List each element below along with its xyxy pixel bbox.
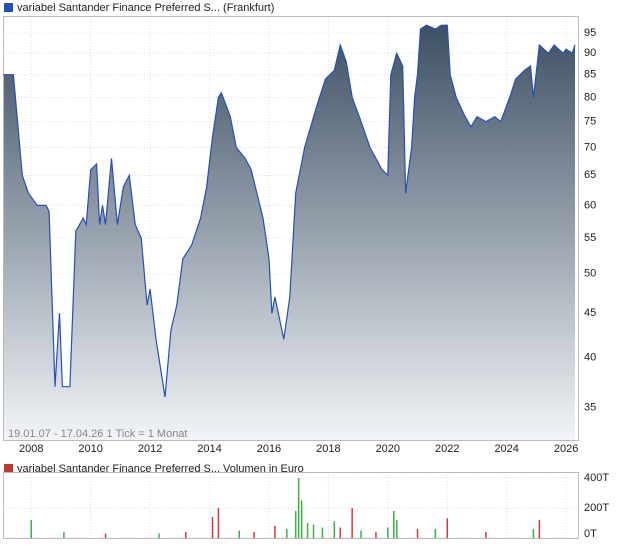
x-tick-label: 2022	[435, 443, 459, 455]
volume-bar	[375, 532, 377, 538]
volume-bar	[211, 517, 214, 538]
volume-bar	[312, 524, 315, 538]
x-tick-label: 2024	[494, 443, 518, 455]
volume-bar	[63, 532, 65, 538]
area-fill	[3, 25, 575, 440]
y-tick-label: 70	[584, 141, 596, 153]
y-tick-label: 60	[584, 199, 596, 211]
y-tick-label: 0T	[584, 528, 597, 540]
volume-bar	[104, 533, 107, 538]
volume-bar	[333, 521, 336, 538]
legend-swatch	[4, 3, 13, 12]
volume-bar	[286, 529, 288, 538]
volume-bar	[360, 530, 362, 538]
volume-title: variabel Santander Finance Preferred S..…	[17, 463, 304, 475]
x-tick-label: 2016	[257, 443, 281, 455]
volume-bar	[416, 529, 419, 538]
legend-swatch	[4, 464, 13, 473]
plot-frame	[3, 16, 579, 441]
y-tick-label: 400T	[584, 472, 609, 484]
volume-bar	[395, 520, 398, 538]
y-tick-label: 90	[584, 47, 596, 59]
volume-bar	[393, 511, 395, 538]
volume-bar	[387, 527, 389, 538]
volume-bar	[538, 520, 541, 538]
volume-bar	[158, 533, 160, 538]
volume-bar	[434, 529, 437, 538]
y-tick-label: 85	[584, 69, 596, 81]
volume-bar	[485, 532, 487, 538]
volume-bar	[297, 478, 300, 538]
x-tick-label: 2012	[138, 443, 162, 455]
x-tick-label: 2018	[316, 443, 340, 455]
legend-label: variabel Santander Finance Preferred S..…	[17, 2, 274, 14]
volume-bar	[446, 518, 449, 538]
x-tick-label: 2020	[376, 443, 400, 455]
volume-bar	[351, 508, 353, 538]
y-tick-label: 40	[584, 351, 596, 363]
y-tick-label: 80	[584, 91, 596, 103]
y-tick-label: 55	[584, 232, 596, 244]
y-tick-label: 75	[584, 116, 596, 128]
y-tick-label: 200T	[584, 502, 609, 514]
volume-bar	[306, 523, 309, 538]
volume-bar	[339, 527, 342, 538]
volume-bar	[30, 520, 32, 538]
volume-bar	[238, 530, 240, 538]
annotation: 19.01.07 - 17.04.26 1 Tick = 1 Monat	[8, 428, 187, 440]
volume-bar	[185, 532, 187, 538]
volume-bar	[217, 508, 220, 538]
volume-bar	[253, 532, 255, 538]
y-tick-label: 50	[584, 268, 596, 280]
volume-bar	[294, 511, 297, 538]
y-tick-label: 95	[584, 27, 596, 39]
y-tick-label: 35	[584, 401, 596, 413]
x-tick-label: 2014	[197, 443, 221, 455]
x-tick-label: 2008	[19, 443, 43, 455]
y-tick-label: 45	[584, 307, 596, 319]
y-tick-label: 65	[584, 169, 596, 181]
price-line	[3, 24, 576, 398]
plot-frame	[3, 472, 579, 539]
x-tick-label: 2026	[554, 443, 578, 455]
volume-bar	[274, 526, 276, 538]
volume-bar	[532, 529, 535, 538]
volume-bar	[321, 527, 324, 538]
volume-bar	[300, 500, 303, 538]
x-tick-label: 2010	[78, 443, 102, 455]
